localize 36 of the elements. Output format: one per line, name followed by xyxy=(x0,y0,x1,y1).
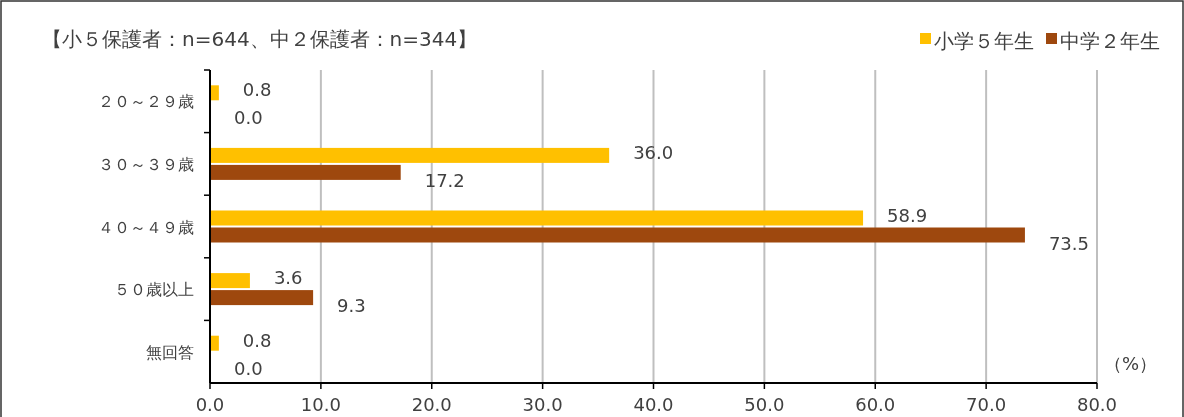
y-tick-label: 無回答 xyxy=(146,342,194,362)
data-label: 0.8 xyxy=(242,329,272,351)
chart-title: 【小５保護者：n=644、中２保護者：n=344】 xyxy=(42,27,478,51)
data-label: 0.0 xyxy=(234,107,263,129)
bar xyxy=(210,290,314,306)
y-tick-label: ４０～４９歳 xyxy=(98,217,194,237)
data-label: 3.6 xyxy=(273,267,303,289)
data-label: 9.3 xyxy=(337,295,366,317)
x-axis-title: （%） xyxy=(1103,353,1157,374)
x-tick-label: 0.0 xyxy=(195,394,225,415)
data-label: 0.8 xyxy=(242,79,272,101)
data-label: 0.0 xyxy=(234,357,263,379)
x-tick-label: 60.0 xyxy=(855,394,896,415)
x-tick-label: 30.0 xyxy=(522,394,563,415)
bar xyxy=(210,210,864,226)
legend-label: 中学２年生 xyxy=(1060,29,1160,53)
data-label: 58.9 xyxy=(887,204,928,226)
y-tick-label: ５０歳以上 xyxy=(114,280,194,300)
x-tick-label: 40.0 xyxy=(633,394,674,415)
bar xyxy=(210,147,610,163)
data-label: 17.2 xyxy=(424,169,465,191)
bar xyxy=(210,164,401,180)
bar xyxy=(210,273,250,289)
y-tick-label: ３０～３９歳 xyxy=(98,154,194,174)
x-tick-label: 80.0 xyxy=(1076,394,1118,415)
bar xyxy=(210,227,1025,243)
x-tick-label: 70.0 xyxy=(966,394,1007,415)
bar xyxy=(210,85,219,101)
data-label: 73.5 xyxy=(1048,232,1090,254)
legend-label: 小学５年生 xyxy=(934,29,1034,53)
y-tick-label: ２０～２９歳 xyxy=(98,92,194,112)
data-label: 36.0 xyxy=(633,141,674,163)
x-tick-label: 20.0 xyxy=(411,394,452,415)
bar xyxy=(210,335,219,351)
x-tick-label: 50.0 xyxy=(744,394,785,415)
x-tick-label: 10.0 xyxy=(300,394,341,415)
